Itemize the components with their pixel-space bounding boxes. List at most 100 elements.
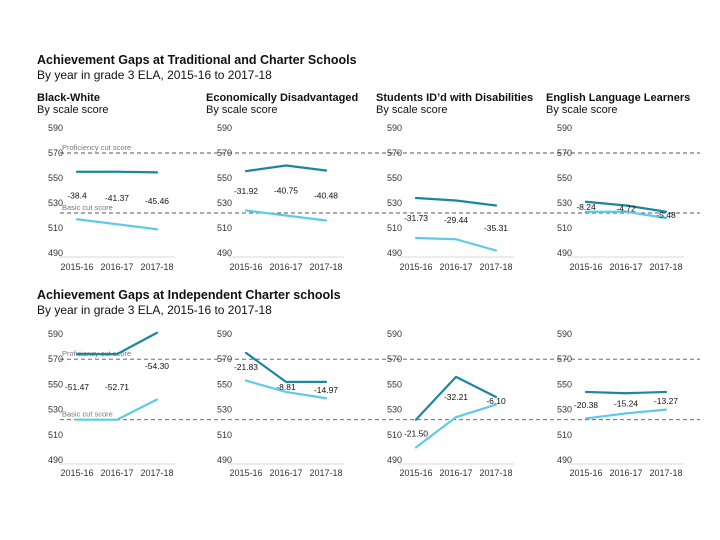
series-line-upper [584,390,668,395]
series-line-upper [414,375,498,421]
gap-label: -8.81 [276,382,296,392]
gap-label: -40.75 [274,186,298,196]
y-tick-label: 530 [217,405,232,415]
y-tick-label: 570 [387,148,402,158]
gap-label: -41.37 [105,193,129,203]
y-tick-label: 590 [387,329,402,339]
x-tick-label: 2016-17 [269,262,302,272]
basic-cut-label: Basic cut score [62,410,113,419]
panel-ylabel: By scale score [376,104,448,116]
x-tick-label: 2016-17 [100,468,133,478]
series-line-upper [244,351,328,383]
series-line-lower [244,209,328,222]
section-subtitle-independent: By year in grade 3 ELA, 2015-16 to 2017-… [37,303,272,317]
panel-title: English Language Learners [546,92,690,104]
y-tick-label: 550 [48,379,63,389]
gap-label: -31.92 [234,186,258,196]
y-tick-label: 510 [48,223,63,233]
y-tick-label: 570 [217,354,232,364]
y-tick-label: 490 [387,248,402,258]
y-tick-label: 510 [48,430,63,440]
gap-label: -31.73 [404,213,428,223]
gap-label: -15.24 [614,398,638,408]
x-tick-label: 2016-17 [439,468,472,478]
x-tick-label: 2016-17 [609,468,642,478]
y-tick-label: 530 [387,198,402,208]
x-tick-label: 2017-18 [649,262,682,272]
x-tick-label: 2015-16 [399,262,432,272]
series-line-lower [75,218,159,231]
x-tick-label: 2017-18 [479,262,512,272]
y-tick-label: 490 [557,455,572,465]
y-tick-label: 510 [557,430,572,440]
y-tick-label: 570 [557,354,572,364]
y-tick-label: 530 [48,198,63,208]
y-tick-label: 590 [48,123,63,133]
gap-label: -13.27 [654,396,678,406]
panel-title: Black-White [37,92,100,104]
y-tick-label: 530 [217,198,232,208]
y-tick-label: 570 [387,354,402,364]
gap-label: -20.38 [574,400,598,410]
y-tick-label: 510 [217,223,232,233]
y-tick-label: 490 [217,455,232,465]
gap-label: -8.24 [576,202,596,212]
y-tick-label: 590 [387,123,402,133]
y-tick-label: 530 [48,405,63,415]
y-tick-label: 530 [387,405,402,415]
gap-label: -45.46 [145,196,169,206]
y-tick-label: 570 [557,148,572,158]
series-line-upper [414,196,498,207]
series-line-upper [75,170,159,174]
gap-label: -38.4 [67,191,87,201]
gap-label: -21.50 [404,429,428,439]
gap-label: -51.47 [65,382,89,392]
section-title-traditional: Achievement Gaps at Traditional and Char… [37,53,357,67]
gap-label: -35.31 [484,223,508,233]
x-tick-label: 2017-18 [309,262,342,272]
y-tick-label: 550 [557,379,572,389]
x-tick-label: 2015-16 [60,262,93,272]
series-line-lower [584,408,668,420]
x-tick-label: 2015-16 [229,468,262,478]
series-line-upper [584,200,668,213]
y-tick-label: 590 [557,123,572,133]
y-tick-label: 590 [48,329,63,339]
gap-label: -52.71 [105,382,129,392]
y-tick-label: 510 [217,430,232,440]
y-tick-label: 550 [48,173,63,183]
x-tick-label: 2015-16 [60,468,93,478]
section-title-independent: Achievement Gaps at Independent Charter … [37,288,341,302]
gap-label: -5.48 [656,210,676,220]
y-tick-label: 590 [557,329,572,339]
panel-title: Economically Disadvantaged [206,92,358,104]
panel-ylabel: By scale score [206,104,278,116]
y-tick-label: 570 [217,148,232,158]
y-tick-label: 530 [557,405,572,415]
panel-ylabel: By scale score [546,104,618,116]
proficiency-cut-label: Proficiency cut score [62,143,131,152]
series-line-lower [584,210,668,220]
x-tick-label: 2017-18 [140,262,173,272]
x-tick-label: 2015-16 [229,262,262,272]
y-tick-label: 550 [387,173,402,183]
x-tick-label: 2016-17 [100,262,133,272]
series-line-lower [75,398,159,421]
x-tick-label: 2017-18 [140,468,173,478]
series-line-lower [414,236,498,252]
series-line-upper [75,331,159,356]
x-tick-label: 2017-18 [479,468,512,478]
gap-label: -29.44 [444,215,468,225]
gap-label: -4.72 [616,204,636,214]
y-tick-label: 550 [217,379,232,389]
y-tick-label: 550 [557,173,572,183]
y-tick-label: 570 [48,148,63,158]
section-subtitle-traditional: By year in grade 3 ELA, 2015-16 to 2017-… [37,68,272,82]
gap-label: -14.97 [314,385,338,395]
x-tick-label: 2016-17 [269,468,302,478]
gap-label: -6.10 [486,396,506,406]
y-tick-label: 510 [387,430,402,440]
gap-label: -54.30 [145,361,169,371]
gap-label: -40.48 [314,191,338,201]
